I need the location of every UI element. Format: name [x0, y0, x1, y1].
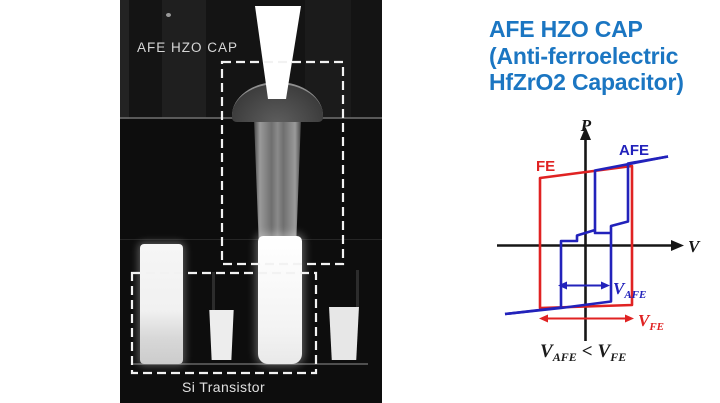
v-afe-arrowhead-right — [601, 281, 610, 290]
v-axis-label: V — [688, 237, 701, 256]
heading-line-1: AFE HZO CAP — [489, 16, 643, 42]
micrograph-top-label: AFE HZO CAP — [137, 40, 239, 55]
bright-speck — [166, 13, 171, 17]
v-afe-arrowhead-left — [558, 281, 567, 290]
small-contact-plug-right — [329, 307, 359, 360]
contact-base-line — [132, 363, 368, 365]
inequality-rhs-main: V — [598, 341, 612, 362]
fe-curve-label: FE — [536, 158, 555, 175]
heading-line-2: (Anti-ferroelectric — [489, 42, 679, 69]
etch-mark-left — [212, 272, 215, 310]
v-afe-label-main: V — [613, 279, 626, 298]
inequality-lhs-sub: AFE — [552, 350, 577, 364]
layer-boundary-line — [120, 239, 382, 240]
inequality-operator: < — [582, 341, 593, 362]
annotation-boxes — [130, 60, 345, 375]
v-afe-label-sub: AFE — [623, 289, 646, 301]
micrograph-tone-band-left — [162, 0, 206, 118]
v-fe-label: VFE — [638, 311, 664, 333]
afe-loop-discharge-branch — [504, 155, 669, 316]
micrograph-bottom-label: Si Transistor — [182, 379, 265, 395]
afe-hzo-cap-dashed-box — [220, 60, 345, 266]
left-contact-column — [140, 244, 183, 364]
v-axis-arrowhead — [671, 240, 684, 251]
small-contact-plug-left — [209, 310, 234, 360]
slide-heading: AFE HZO CAP (Anti-ferroelectric HfZrO2 C… — [489, 16, 720, 96]
inequality-rhs-sub: FE — [609, 350, 626, 364]
v-fe-arrowhead-left — [539, 314, 548, 323]
inequality-text: VAFE < VFE — [540, 341, 626, 364]
inequality-lhs-main: V — [540, 341, 554, 362]
tem-micrograph-panel: AFE HZO CAP Si Transistor — [120, 0, 382, 403]
etch-mark-right — [356, 270, 359, 308]
si-transistor-dashed-box — [130, 271, 318, 375]
v-afe-label: VAFE — [613, 279, 646, 301]
v-fe-label-main: V — [638, 311, 651, 330]
center-contact-column — [258, 236, 302, 364]
pv-hysteresis-diagram: P V FE AFE VAFE VFE VAFE < VFE — [497, 116, 701, 364]
v-fe-arrowhead-right — [625, 314, 634, 323]
capacitor-trench-column — [253, 118, 302, 246]
p-axis-label: P — [580, 116, 592, 135]
v-fe-label-sub: FE — [648, 321, 664, 333]
afe-curve-label: AFE — [619, 142, 649, 159]
p-axis-arrowhead — [580, 127, 591, 140]
heading-line-3: HfZrO2 Capacitor) — [489, 69, 684, 95]
